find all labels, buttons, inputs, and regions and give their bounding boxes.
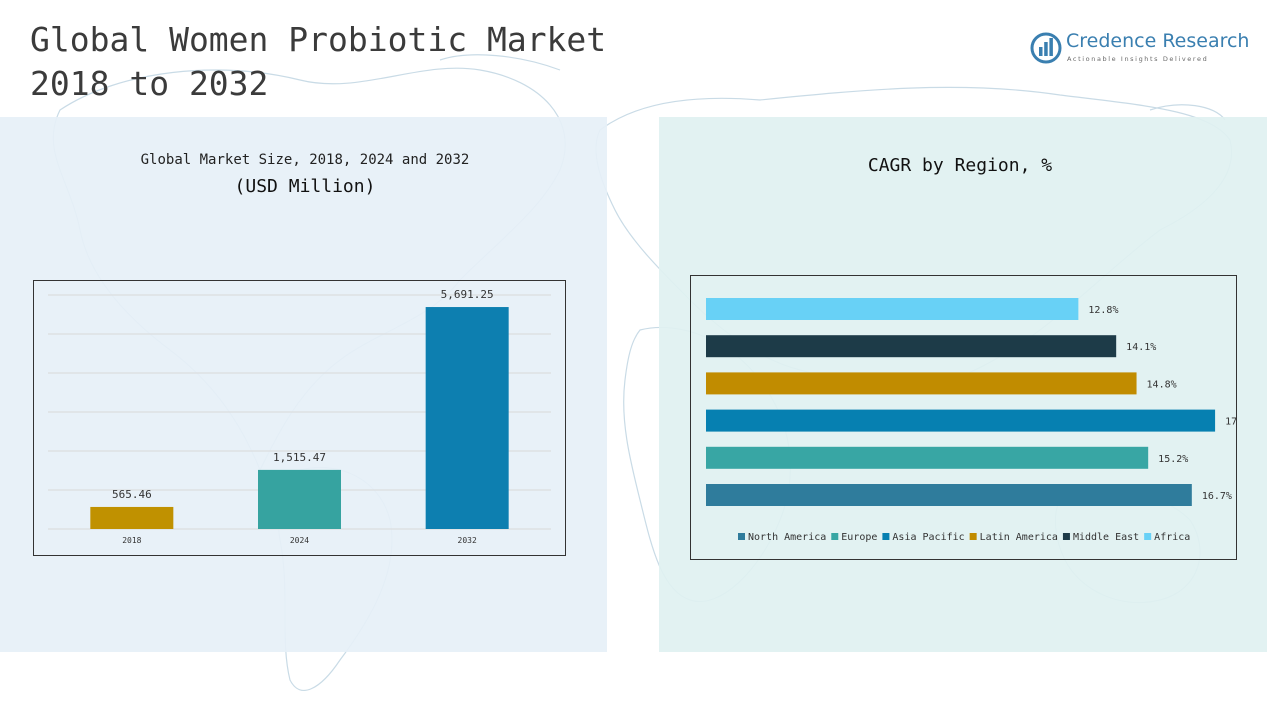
title-line-2: 2018 to 2032 <box>30 64 269 103</box>
legend-label: Europe <box>841 532 877 543</box>
hbar-europe <box>706 446 1149 469</box>
legend-swatch <box>969 533 977 540</box>
hbar-value-label: 14.1% <box>1126 342 1156 353</box>
logo-name: Credence Research <box>1066 30 1250 52</box>
title-line-1: Global Women Probiotic Market <box>30 20 607 59</box>
hbar-value-label: 17.5% <box>1225 417 1236 428</box>
bar-2024 <box>258 469 341 529</box>
legend-swatch <box>1062 533 1070 540</box>
legend-swatch <box>1144 533 1152 540</box>
legend-swatch <box>831 533 839 540</box>
cagr-chart-frame: 12.8% 14.1% 14.8% 17.5% 15.2% 16.7% North Amer… <box>690 275 1255 560</box>
hbar-north-america <box>706 484 1192 506</box>
legend-label: Middle East <box>1073 532 1139 543</box>
hbar-value-label: 15.2% <box>1158 454 1188 465</box>
market-size-bar-chart: 565.46 2018 1,515.47 2024 5,691.25 2032 <box>48 288 551 545</box>
hbar-asia-pacific <box>706 409 1216 432</box>
bar-2018 <box>90 506 174 529</box>
brand-logo: Credence Research Actionable Insights De… <box>1030 30 1250 70</box>
bar-value-label: 565.46 <box>112 488 152 501</box>
cagr-horizontal-bar-chart: 12.8% 14.1% 14.8% 17.5% 15.2% 16.7% North Amer… <box>706 298 1255 543</box>
left-chart-unit: (USD Million) <box>234 176 376 197</box>
hbar-value-label: 12.8% <box>1088 305 1118 316</box>
hbar-middle-east <box>706 335 1117 358</box>
x-tick-label: 2032 <box>458 536 477 545</box>
hbar-latin-america <box>706 372 1137 395</box>
legend-label: North America <box>748 532 826 543</box>
left-chart-subtitle: Global Market Size, 2018, 2024 and 2032 <box>140 152 470 168</box>
legend-swatch <box>738 533 745 540</box>
logo-tagline: Actionable Insights Delivered <box>1067 55 1209 63</box>
x-tick-label: 2024 <box>290 536 309 545</box>
bar-value-label: 5,691.25 <box>441 288 494 301</box>
legend-label: Asia Pacific <box>892 532 964 543</box>
hbar-africa <box>706 298 1079 320</box>
hbar-value-label: 14.8% <box>1147 379 1177 390</box>
logo-icon <box>1030 32 1062 64</box>
bar-value-label: 1,515.47 <box>273 451 326 464</box>
bar-2032 <box>425 307 509 529</box>
hbar-value-label: 16.7% <box>1202 491 1232 502</box>
legend-swatch <box>882 533 890 540</box>
market-size-chart-frame: 565.46 2018 1,515.47 2024 5,691.25 2032 <box>33 280 566 556</box>
page-title: Global Women Probiotic Market 2018 to 20… <box>30 18 630 106</box>
right-chart-title: CAGR by Region, % <box>867 155 1053 176</box>
legend-label: Africa <box>1154 532 1190 543</box>
x-tick-label: 2018 <box>122 536 141 545</box>
legend-label: Latin America <box>980 532 1058 543</box>
